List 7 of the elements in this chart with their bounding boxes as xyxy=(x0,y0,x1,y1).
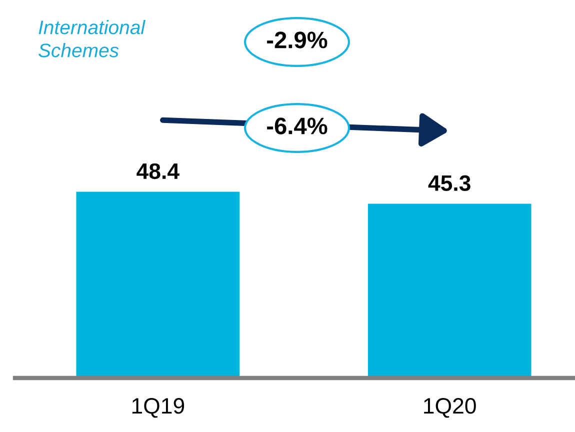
data-label: 48.4 xyxy=(136,163,180,180)
chart-title: International Schemes xyxy=(38,20,146,58)
x-tick-label: 1Q20 xyxy=(424,398,476,418)
text: -2.9% xyxy=(267,32,328,48)
data-label: 45.3 xyxy=(428,175,470,192)
x-tick-label: 1Q19 xyxy=(132,398,184,418)
text: -6.4% xyxy=(267,118,328,134)
